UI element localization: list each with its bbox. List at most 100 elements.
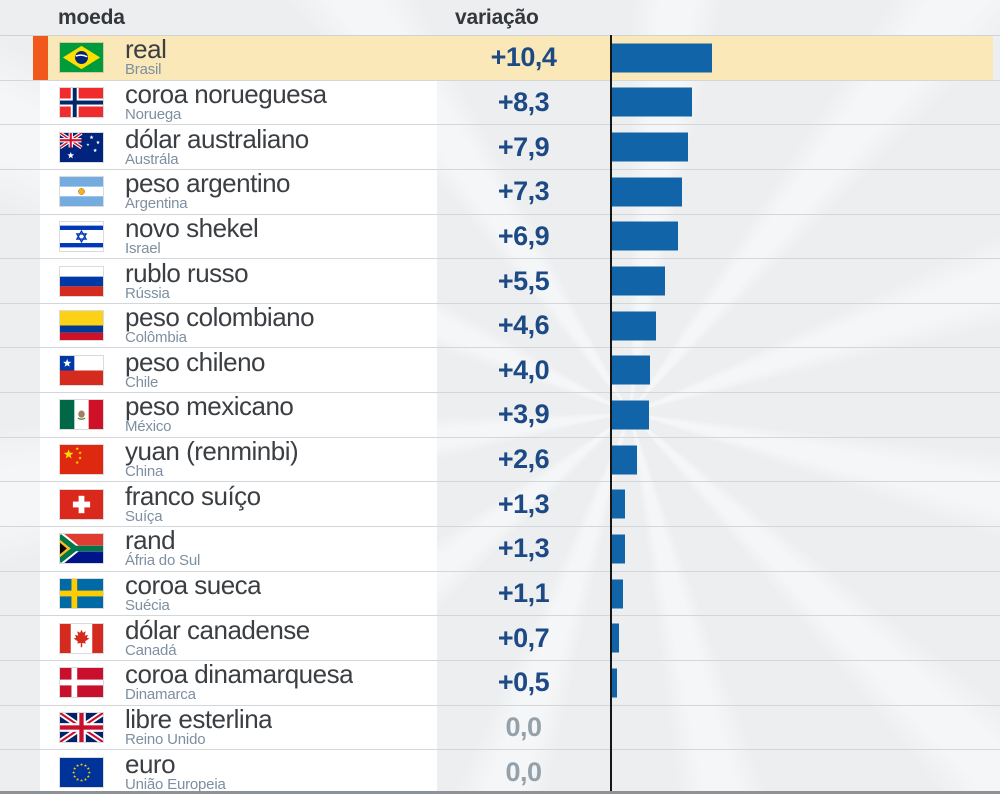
country-name: China [125, 463, 164, 481]
flag-cl-icon [60, 355, 103, 385]
country-name: Canadá [125, 641, 177, 659]
currency-cell: dólar canadense Canadá [40, 616, 437, 660]
currency-name: peso argentino [125, 171, 291, 199]
country-name: Reino Unido [125, 730, 206, 748]
variation-bar [612, 445, 637, 475]
bar-track [610, 393, 1000, 437]
currency-cell: libre esterlina Reino Unido [40, 705, 437, 750]
country-name: Israel [125, 239, 161, 257]
variation-bar [612, 311, 657, 341]
table-row: euro União Europeia 0,0 [0, 750, 1000, 794]
currency-labels: peso colombiano Colômbia [125, 305, 314, 346]
currency-name: franco suíço [125, 483, 261, 511]
currency-name: libre esterlina [125, 706, 273, 734]
currency-labels: yuan (renminbi) China [125, 439, 298, 480]
table-row: coroa dinamarquesa Dinamarca +0,5 [0, 660, 1000, 706]
bar-track [610, 706, 1000, 750]
currency-name: rublo russo [125, 260, 249, 288]
currency-name: real [125, 37, 167, 65]
bar-track [610, 215, 1000, 259]
currency-labels: novo shekel Israel [125, 216, 258, 257]
table-row: yuan (renminbi) China +2,6 [0, 437, 1000, 483]
column-header-moeda: moeda [58, 6, 125, 29]
table-header: moeda variação [0, 0, 1000, 36]
variation-value: +0,5 [497, 667, 550, 698]
flag-ca-icon [60, 623, 103, 653]
currency-cell: novo shekel Israel [40, 214, 437, 259]
variation-value: +6,9 [497, 220, 550, 251]
currency-labels: peso chileno Chile [125, 350, 265, 391]
currency-cell: coroa norueguesa Noruega [40, 80, 437, 125]
currency-labels: peso mexicano México [125, 394, 293, 435]
currency-name: coroa norueguesa [125, 81, 327, 109]
country-name: Dinamarca [125, 686, 196, 704]
flag-mx-icon [60, 400, 103, 430]
flag-ar-icon [60, 177, 103, 207]
currency-labels: rublo russo Rússia [125, 261, 248, 302]
variation-bar [612, 221, 679, 251]
currency-labels: real Brasil [125, 37, 166, 78]
bottom-edge-bar [0, 791, 1000, 794]
bar-track [610, 616, 1000, 660]
country-name: Rússia [125, 284, 170, 302]
variation-value: +4,6 [497, 310, 550, 341]
bar-track [610, 170, 1000, 214]
flag-br-icon [60, 43, 103, 73]
country-name: Argentina [125, 195, 188, 213]
currency-cell: peso argentino Argentina [40, 169, 437, 214]
flag-ru-icon [60, 266, 103, 296]
variation-bar [612, 534, 625, 564]
variation-value: +2,6 [497, 444, 550, 475]
currency-name: dólar canadense [125, 617, 310, 645]
bar-track [610, 438, 1000, 482]
currency-labels: libre esterlina Reino Unido [125, 707, 272, 748]
currency-name: peso chileno [125, 349, 265, 377]
table-row: rublo russo Rússia +5,5 [0, 259, 1000, 304]
country-name: Brasil [125, 61, 162, 79]
bar-track [610, 81, 1000, 125]
country-name: Chile [125, 373, 159, 391]
table-body: real Brasil +10,4 coroa norueguesa Noruega +8… [0, 36, 1000, 794]
flag-au-icon [60, 132, 103, 162]
bar-baseline-axis [610, 35, 612, 791]
variation-value: +7,9 [497, 131, 550, 162]
bar-track [610, 259, 1000, 303]
bar-track [610, 750, 1000, 794]
variation-bar [612, 177, 683, 207]
table-row: coroa sueca Suécia +1,1 [0, 571, 1000, 617]
bar-track [610, 661, 1000, 705]
flag-il-icon [60, 221, 103, 251]
country-name: México [125, 418, 172, 436]
currency-cell: dólar australiano Austrála [40, 125, 437, 169]
table-row: rand Áfria do Sul +1,3 [0, 527, 1000, 572]
currency-labels: coroa norueguesa Noruega [125, 82, 327, 123]
variation-value: 0,0 [505, 756, 542, 787]
country-name: União Europeia [125, 775, 226, 793]
currency-name: novo shekel [125, 215, 259, 243]
variation-bar [612, 43, 712, 73]
currency-cell: coroa sueca Suécia [40, 571, 437, 616]
flag-dk-icon [60, 668, 103, 698]
country-name: Suécia [125, 597, 170, 614]
currency-name: yuan (renminbi) [125, 439, 299, 467]
table-row: franco suíço Suíça +1,3 [0, 482, 1000, 528]
flag-cn-icon [60, 445, 103, 475]
currency-cell: rand Áfria do Sul [40, 527, 437, 571]
currency-name: peso colombiano [125, 305, 315, 333]
variation-value: +1,3 [497, 488, 550, 519]
table-row: dólar australiano Austrála +7,9 [0, 125, 1000, 170]
currency-labels: rand Áfria do Sul [125, 528, 200, 569]
currency-labels: euro União Europeia [125, 752, 226, 793]
country-name: Suíça [125, 507, 163, 525]
flag-gb-icon [60, 712, 103, 742]
variation-value: +1,3 [497, 533, 550, 564]
variation-bar [612, 489, 625, 519]
variation-value: +7,3 [497, 176, 550, 207]
bar-track [610, 482, 1000, 526]
variation-value: +10,4 [490, 42, 557, 73]
variation-value: +1,1 [497, 578, 550, 608]
bar-track [610, 36, 1000, 80]
currency-labels: dólar canadense Canadá [125, 618, 310, 659]
currency-cell: coroa dinamarquesa Dinamarca [40, 660, 437, 705]
